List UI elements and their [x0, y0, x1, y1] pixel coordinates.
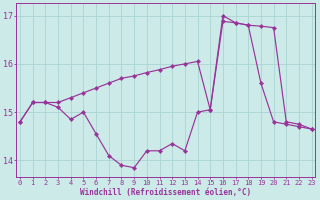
- X-axis label: Windchill (Refroidissement éolien,°C): Windchill (Refroidissement éolien,°C): [80, 188, 252, 197]
